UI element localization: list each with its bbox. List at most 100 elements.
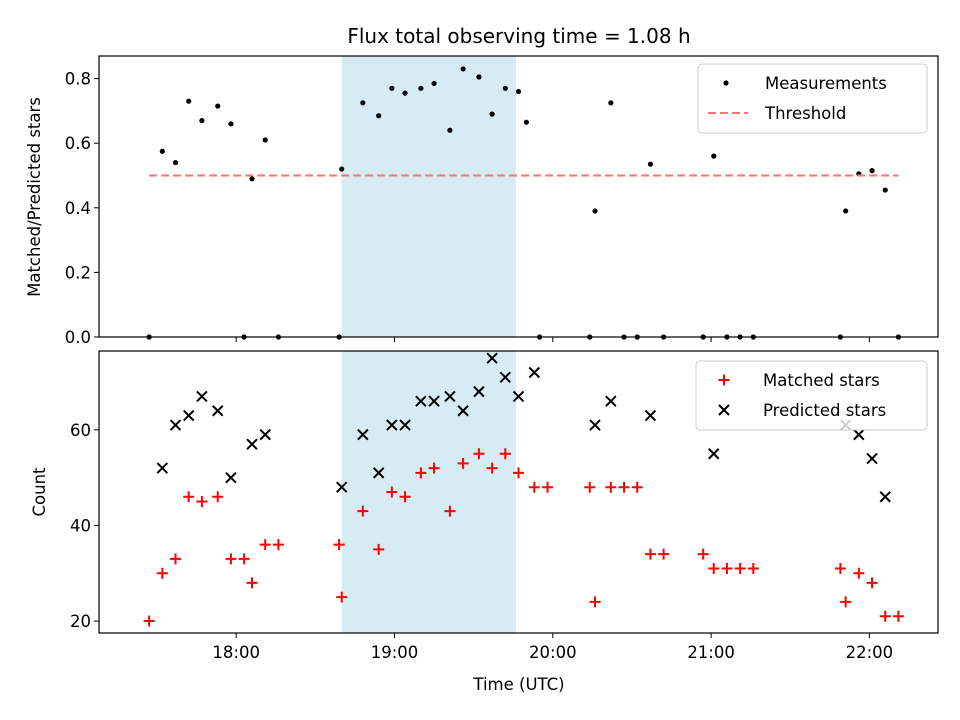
legend-swatch (723, 80, 729, 86)
data-point (272, 539, 284, 551)
data-point (542, 481, 554, 493)
series-2-1 (143, 448, 904, 627)
legend-label: Measurements (765, 74, 887, 93)
data-point (644, 409, 657, 422)
data-point (376, 113, 382, 119)
legend: Matched stars Predicted stars (695, 360, 928, 431)
y-tick-label: 0.6 (65, 134, 91, 153)
data-point (183, 491, 195, 503)
data-point (605, 481, 617, 493)
y-tick-label: 0.4 (65, 199, 91, 218)
data-point (513, 467, 524, 479)
data-point (840, 596, 852, 608)
data-point (608, 100, 614, 106)
data-point (336, 591, 348, 603)
data-point (170, 553, 182, 565)
data-point (869, 168, 875, 174)
data-point (418, 85, 424, 91)
data-point (631, 481, 643, 493)
data-point (515, 88, 522, 95)
data-point (357, 428, 369, 441)
y-tick-label: 40 (70, 516, 91, 535)
data-point (156, 567, 168, 579)
data-point (592, 208, 598, 214)
data-point (721, 562, 733, 574)
data-point (447, 127, 453, 133)
data-point (428, 462, 440, 474)
y-tick-label: 20 (70, 612, 91, 631)
data-point (618, 481, 630, 493)
data-point (697, 548, 709, 560)
data-point (644, 548, 656, 560)
data-point (415, 395, 427, 407)
data-point (747, 562, 759, 574)
legend-swatch (718, 374, 730, 386)
data-point (156, 462, 169, 474)
data-point (853, 567, 865, 579)
data-point (259, 539, 271, 551)
data-point (182, 409, 195, 422)
data-point (199, 117, 205, 124)
data-point (196, 496, 208, 508)
data-point (357, 505, 369, 517)
y-tick-label: 0.0 (65, 328, 91, 347)
legend-label: Predicted stars (763, 401, 886, 420)
data-point (336, 481, 348, 493)
x-tick-label: 20:00 (529, 643, 577, 662)
data-point (843, 208, 849, 214)
data-point (339, 166, 345, 172)
data-point (708, 562, 720, 574)
data-point (528, 481, 540, 493)
data-point (528, 366, 541, 379)
data-point (486, 352, 498, 364)
data-point (212, 405, 224, 417)
data-point (444, 505, 456, 517)
data-point (499, 371, 512, 383)
data-point (647, 161, 654, 167)
top-y-axis-label: Matched/Predicted stars (25, 97, 44, 297)
data-point (333, 539, 345, 551)
data-point (605, 395, 617, 407)
data-point (834, 562, 846, 574)
data-point (523, 119, 530, 125)
data-point (373, 543, 385, 555)
data-point (489, 111, 495, 117)
data-point (246, 438, 258, 450)
data-point (879, 610, 891, 622)
data-point (853, 428, 865, 441)
data-point (186, 98, 192, 104)
legend-label: Threshold (764, 104, 846, 123)
data-point (711, 153, 717, 159)
data-point (172, 159, 179, 166)
legend: Measurements Threshold (697, 63, 928, 134)
data-point (228, 121, 234, 127)
x-tick-label: 19:00 (371, 643, 419, 662)
data-point (499, 448, 511, 460)
observing-window-span (341, 56, 516, 337)
data-point (428, 395, 440, 407)
data-point (457, 405, 469, 417)
data-point (879, 491, 891, 503)
x-tick-label: 22:00 (846, 643, 894, 662)
axes-frame (98, 350, 939, 634)
data-point (386, 419, 398, 431)
data-point (473, 448, 485, 460)
data-point (589, 419, 601, 431)
data-point (734, 562, 746, 574)
data-point (215, 103, 221, 109)
data-point (502, 85, 508, 91)
y-tick-label: 0.2 (65, 263, 91, 282)
data-point (658, 548, 670, 560)
data-point (882, 187, 888, 193)
data-point (589, 596, 601, 608)
observing-window-span (341, 351, 516, 633)
y-tick-label: 60 (70, 421, 91, 440)
data-point (584, 481, 596, 493)
data-point (360, 100, 366, 106)
data-point (444, 390, 456, 403)
data-point (402, 90, 408, 96)
data-point (246, 577, 258, 589)
x-axis-label: Time (UTC) (472, 675, 564, 694)
x-tick-label: 21:00 (687, 643, 735, 662)
